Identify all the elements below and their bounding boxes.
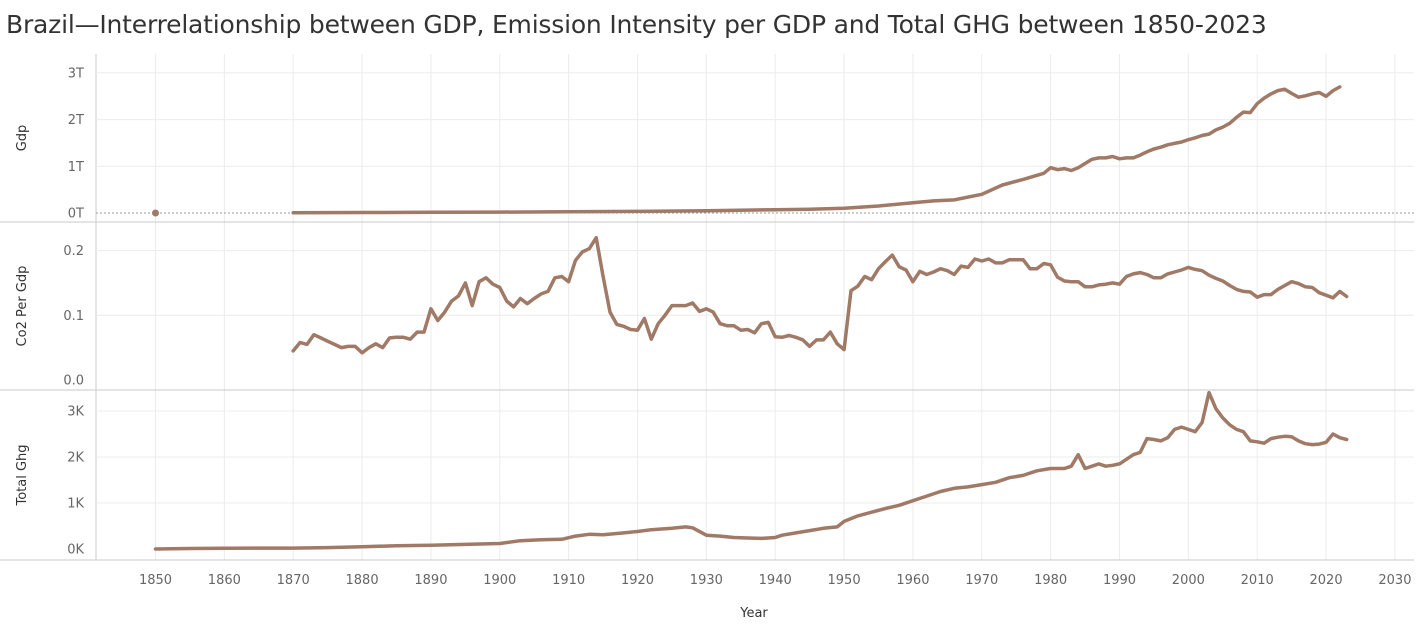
y-tick-label: 0.2 bbox=[63, 244, 84, 259]
panel-total-ghg: 0K 1K 2K 3K Total Ghg bbox=[15, 390, 1414, 558]
y-tick-label: 3T bbox=[68, 66, 84, 81]
y-tick-label: 3K bbox=[67, 405, 84, 420]
x-tick-label: 1890 bbox=[414, 573, 447, 588]
x-tick-label: 2010 bbox=[1241, 573, 1274, 588]
y-tick-label: 0K bbox=[67, 543, 84, 558]
x-tick-label: 1910 bbox=[552, 573, 585, 588]
series-line bbox=[153, 390, 1349, 551]
x-tick-label: 1940 bbox=[759, 573, 792, 588]
x-tick-label: 1970 bbox=[965, 573, 998, 588]
x-tick-label: 1850 bbox=[139, 573, 172, 588]
panel-gdp: 0T 1T 2T 3T Gdp bbox=[15, 66, 1414, 222]
data-point-1850 bbox=[152, 209, 159, 217]
series-line bbox=[291, 235, 1349, 355]
y-axis-title: Total Ghg bbox=[15, 444, 30, 506]
x-tick-label: 1870 bbox=[277, 573, 310, 588]
y-tick-label: 0.0 bbox=[63, 374, 84, 389]
grid-layer bbox=[0, 54, 1414, 561]
chart-title: Brazil—Interrelationship between GDP, Em… bbox=[6, 10, 1267, 39]
panel-co2-per-gdp: 0.0 0.1 0.2 Co2 Per Gdp bbox=[15, 235, 1414, 389]
x-tick-label: 1880 bbox=[346, 573, 379, 588]
x-axis: 1850 1860 1870 1880 1890 1900 1910 1920 1930 1940… bbox=[139, 573, 1412, 588]
x-tick-label: 1980 bbox=[1034, 573, 1067, 588]
y-tick-label: 1K bbox=[67, 497, 84, 512]
y-axis-title: Co2 Per Gdp bbox=[15, 266, 30, 347]
x-tick-label: 2030 bbox=[1378, 573, 1411, 588]
y-tick-label: 2T bbox=[68, 113, 84, 128]
y-tick-label: 0T bbox=[68, 207, 84, 222]
x-tick-label: 2020 bbox=[1310, 573, 1343, 588]
x-tick-label: 1920 bbox=[621, 573, 654, 588]
y-axis-title: Gdp bbox=[15, 125, 30, 152]
x-tick-label: 1860 bbox=[208, 573, 241, 588]
x-tick-label: 1930 bbox=[690, 573, 723, 588]
x-tick-label: 1960 bbox=[896, 573, 929, 588]
y-tick-label: 0.1 bbox=[63, 309, 84, 324]
x-axis-title: Year bbox=[739, 606, 768, 621]
y-tick-label: 2K bbox=[67, 451, 84, 466]
y-tick-label: 1T bbox=[68, 160, 84, 175]
x-tick-label: 1990 bbox=[1103, 573, 1136, 588]
series-line bbox=[291, 85, 1342, 215]
x-tick-label: 1950 bbox=[828, 573, 861, 588]
x-tick-label: 1900 bbox=[483, 573, 516, 588]
x-tick-label: 2000 bbox=[1172, 573, 1205, 588]
